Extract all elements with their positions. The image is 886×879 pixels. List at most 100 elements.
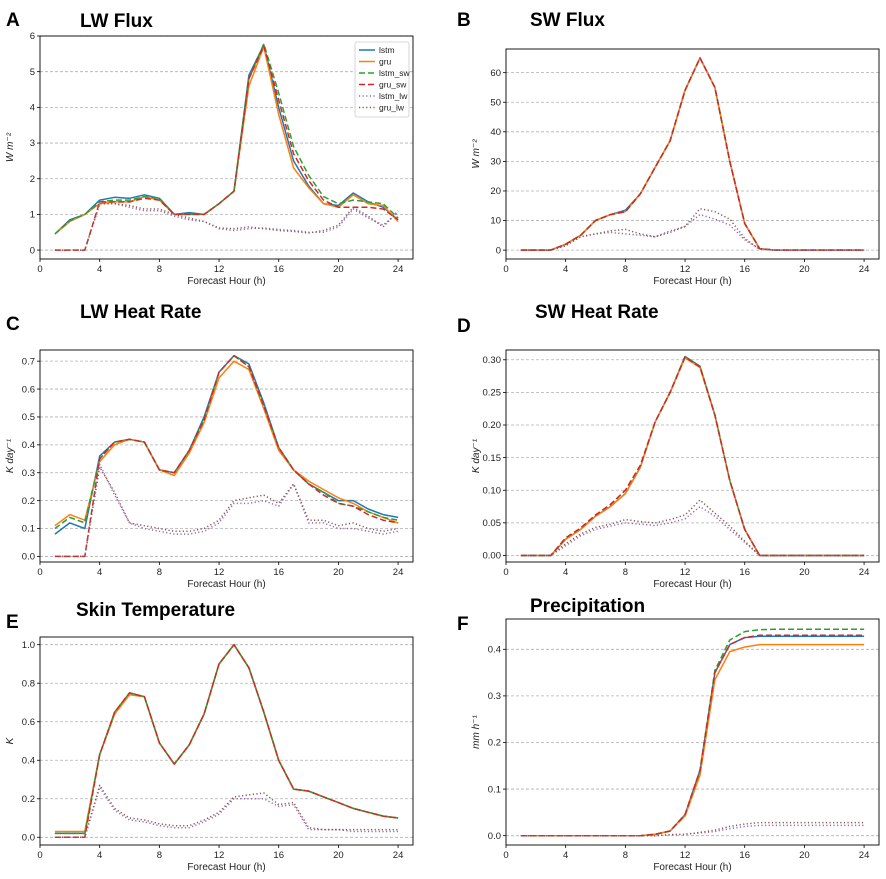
y-tick-label: 0.00 [483, 551, 502, 562]
x-tick-label: 0 [37, 850, 42, 861]
y-tick-label: 50 [490, 97, 501, 108]
chart-title: LW Heat Rate [80, 302, 201, 323]
y-tick-label: 0.7 [22, 356, 35, 367]
series-line-gru-lw [54, 784, 399, 839]
x-tick-label: 24 [859, 567, 870, 578]
x-axis-label: Forecast Hour (h) [187, 276, 265, 287]
x-tick-label: 0 [503, 567, 508, 578]
x-tick-label: 20 [799, 264, 810, 275]
y-axis-label: K day⁻¹ [5, 438, 16, 473]
y-tick-label: 0.2 [488, 738, 501, 749]
panel-letter: D [457, 316, 471, 337]
x-tick-label: 12 [214, 264, 225, 275]
y-tick-label: 0 [496, 245, 501, 256]
series-line-gru-sw [520, 57, 865, 251]
plot-frame [39, 35, 414, 260]
y-tick-label: 0.3 [22, 468, 35, 479]
y-tick-label: 0.25 [483, 388, 502, 399]
x-tick-label: 24 [393, 567, 404, 578]
panel-letter: A [6, 10, 20, 31]
x-axis-label: Forecast Hour (h) [653, 862, 731, 873]
x-tick-label: 4 [563, 567, 568, 578]
x-axis-label: Forecast Hour (h) [187, 579, 265, 590]
legend-label-gru-sw: gru_sw [379, 80, 407, 90]
panel-letter: B [457, 10, 471, 31]
y-tick-label: 0.4 [488, 644, 501, 655]
series-line-gru-lw [54, 466, 399, 558]
y-tick-label: 5 [30, 67, 35, 78]
y-axis-label: mm h⁻¹ [471, 715, 482, 749]
x-tick-label: 24 [393, 850, 404, 861]
x-tick-label: 0 [37, 567, 42, 578]
y-tick-label: 2 [30, 174, 35, 185]
plot-frame [39, 349, 414, 563]
legend-label-lstm: lstm [379, 45, 395, 55]
series-line-gru-lw [520, 499, 865, 557]
x-tick-label: 8 [157, 850, 162, 861]
y-tick-label: 6 [30, 31, 35, 42]
x-tick-label: 16 [739, 264, 750, 275]
panel-c: C LW Heat Rate 0.0 0.1 0.2 0.3 0.4 0.5 0.6 0.7 0 4 8… [5, 302, 414, 590]
y-tick-label: 0.3 [488, 691, 501, 702]
y-tick-label: 0.1 [488, 784, 501, 795]
y-tick-label: 0.5 [22, 412, 35, 423]
y-tick-label: 1 [30, 210, 35, 221]
x-tick-label: 4 [97, 567, 102, 578]
chart-title: Precipitation [530, 596, 645, 617]
x-tick-label: 4 [97, 264, 102, 275]
series-line-lstm [520, 355, 865, 557]
y-tick-label: 0.15 [483, 453, 502, 464]
y-axis-label: K [5, 736, 16, 744]
x-tick-label: 0 [503, 850, 508, 861]
x-tick-label: 24 [393, 264, 404, 275]
series-line-lstm-sw [520, 628, 865, 837]
x-tick-label: 8 [623, 567, 628, 578]
series-line-gru [54, 643, 399, 833]
series-line-gru-sw [54, 45, 399, 251]
panel-b: B SW Flux 0 10 20 30 40 50 60 0 4 8 12 16 20 24 Forecast… [457, 10, 880, 287]
series-line-lstm-sw [520, 57, 865, 251]
series-line-lstm-lw [54, 202, 399, 251]
x-tick-label: 12 [214, 567, 225, 578]
panel-d: D SW Heat Rate 0.00 0.05 0.10 0.15 0.20 0.25 0.3… [457, 302, 880, 590]
series-line-gru-lw [54, 202, 399, 251]
chart-title: Skin Temperature [76, 600, 235, 621]
panel-letter: F [457, 614, 469, 635]
series-line-gru-sw [54, 354, 399, 558]
legend-label-lstm-sw: lstm_sw [379, 68, 411, 78]
x-tick-label: 20 [333, 567, 344, 578]
y-tick-label: 0.8 [22, 678, 35, 689]
x-axis-label: Forecast Hour (h) [653, 579, 731, 590]
series-line-gru [520, 57, 865, 251]
x-tick-label: 12 [214, 850, 225, 861]
legend-label-gru: gru [379, 57, 392, 67]
x-tick-label: 0 [503, 264, 508, 275]
x-tick-label: 8 [623, 850, 628, 861]
chart-title: SW Heat Rate [535, 302, 659, 323]
x-tick-label: 20 [333, 850, 344, 861]
x-tick-label: 4 [97, 850, 102, 861]
y-axis-label: K day⁻¹ [471, 438, 482, 473]
x-tick-label: 16 [739, 567, 750, 578]
y-axis-label: W m⁻² [5, 132, 16, 162]
y-tick-label: 0.05 [483, 518, 502, 529]
panel-letter: C [6, 314, 20, 335]
panel-letter: E [6, 612, 19, 633]
x-tick-label: 8 [157, 567, 162, 578]
y-tick-label: 60 [490, 68, 501, 79]
y-tick-label: 4 [30, 103, 35, 114]
x-tick-label: 20 [799, 567, 810, 578]
series-line-gru [520, 643, 865, 837]
series-line-gru-sw [520, 356, 865, 557]
y-tick-label: 3 [30, 138, 35, 149]
series-line-gru-sw [520, 634, 865, 837]
series-line-lstm [520, 635, 865, 837]
y-tick-label: 0.20 [483, 420, 502, 431]
y-tick-label: 0.2 [22, 794, 35, 805]
legend-label-lstm-lw: lstm_lw [379, 91, 408, 101]
panel-f: F Precipitation 0.0 0.1 0.2 0.3 0.4 0 4 8 12 16 20 24… [457, 596, 880, 873]
plot-frame [505, 349, 880, 563]
y-tick-label: 0.30 [483, 355, 502, 366]
x-tick-label: 12 [680, 264, 691, 275]
